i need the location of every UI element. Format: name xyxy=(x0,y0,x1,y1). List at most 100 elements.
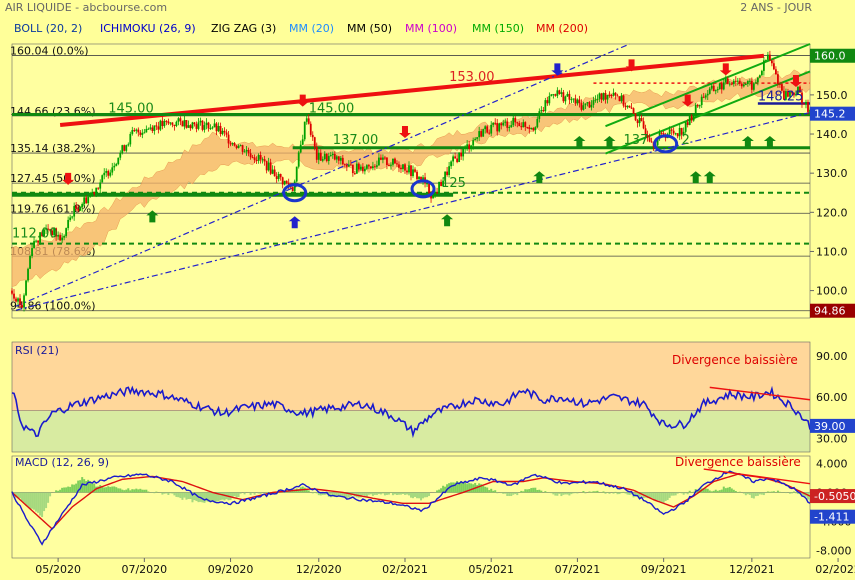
rsi-tick-label: 60.00 xyxy=(816,391,848,404)
candle xyxy=(414,167,416,173)
candle xyxy=(325,153,328,163)
candle xyxy=(129,131,132,147)
candle xyxy=(35,239,37,243)
sell-arrow xyxy=(398,125,411,138)
legend-item-5: MM (100) xyxy=(405,22,457,35)
candle xyxy=(734,76,737,87)
candle xyxy=(237,144,240,149)
candle xyxy=(797,86,799,95)
candle xyxy=(724,75,727,85)
candle xyxy=(738,77,741,86)
candle xyxy=(386,157,388,170)
candle xyxy=(281,176,284,189)
candle xyxy=(716,86,719,93)
candle xyxy=(638,113,641,127)
candle xyxy=(524,121,527,131)
candle xyxy=(712,82,715,92)
candle xyxy=(472,137,475,150)
candle xyxy=(231,142,234,146)
candle xyxy=(604,90,607,104)
candle xyxy=(773,58,775,71)
candle xyxy=(766,51,769,60)
candle xyxy=(670,127,673,136)
candle xyxy=(321,156,324,163)
candle xyxy=(195,121,198,133)
candle xyxy=(722,78,725,91)
candle xyxy=(241,144,244,155)
candle xyxy=(518,120,521,127)
candle xyxy=(514,116,517,127)
rsi-value-tag-bg xyxy=(810,418,855,433)
candle xyxy=(779,81,781,88)
candle xyxy=(111,162,114,176)
candle xyxy=(508,125,511,132)
candle xyxy=(688,114,691,126)
candle xyxy=(255,156,258,164)
candle xyxy=(275,172,278,183)
buy-arrow xyxy=(533,171,546,184)
candle xyxy=(315,142,318,163)
candle xyxy=(155,122,158,130)
candle xyxy=(341,154,344,166)
ichimoku-cloud-area xyxy=(11,69,811,287)
candle xyxy=(684,122,687,134)
sell-arrow xyxy=(62,172,75,185)
candle xyxy=(504,118,507,127)
candle xyxy=(771,59,773,67)
candle xyxy=(171,122,174,128)
candle xyxy=(612,88,615,97)
candle xyxy=(117,157,120,166)
candle xyxy=(55,227,58,241)
candle xyxy=(500,122,503,130)
candle xyxy=(746,80,749,87)
candle xyxy=(464,145,467,153)
annotation-label: 125 xyxy=(441,176,466,191)
candle xyxy=(752,81,755,92)
indicator-legend: BOLL (20, 2) ICHIMOKU (26, 9) ZIG ZAG (3) M… xyxy=(14,22,588,35)
candle xyxy=(183,115,186,130)
legend-item-4: MM (50) xyxy=(347,22,392,35)
candle xyxy=(732,78,735,87)
candle xyxy=(19,294,21,308)
candle xyxy=(37,240,39,246)
candle xyxy=(243,149,246,153)
candle xyxy=(345,162,348,172)
candle xyxy=(349,159,352,166)
y-tick-label: 110.0 xyxy=(816,245,848,258)
x-tick-label: 07/2020 xyxy=(121,563,167,576)
candle xyxy=(781,82,783,93)
rsi-lower-zone xyxy=(12,410,810,452)
candle xyxy=(446,166,448,177)
candle xyxy=(107,169,110,179)
candle xyxy=(408,161,410,175)
candle xyxy=(566,91,569,97)
candle xyxy=(696,103,699,108)
candle xyxy=(53,226,56,237)
candle xyxy=(783,86,785,100)
candle xyxy=(253,154,256,164)
channel-upper xyxy=(605,43,811,128)
candle xyxy=(227,130,230,149)
candle xyxy=(496,118,499,136)
y-tick-label: 100.0 xyxy=(816,285,848,298)
candle xyxy=(634,113,637,122)
candle xyxy=(572,98,575,103)
candle xyxy=(762,57,765,76)
candle xyxy=(777,70,779,88)
candle xyxy=(550,94,553,97)
buy-arrow xyxy=(763,135,776,148)
candle xyxy=(71,215,74,220)
candle xyxy=(97,187,100,191)
candle xyxy=(480,128,483,138)
legend-item-3: MM (20) xyxy=(289,22,334,35)
rsi-upper-zone xyxy=(12,342,810,411)
candle xyxy=(486,124,489,134)
candle xyxy=(458,152,461,163)
candle xyxy=(708,86,711,95)
candle xyxy=(482,128,485,137)
signals xyxy=(62,59,802,229)
candle xyxy=(181,120,184,127)
candle xyxy=(502,119,505,127)
candle xyxy=(570,96,573,104)
